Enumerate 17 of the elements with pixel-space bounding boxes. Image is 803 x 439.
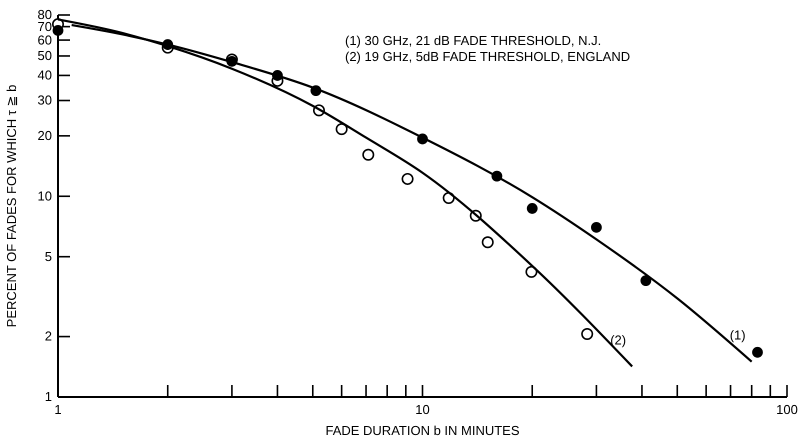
annotation: (1) 30 GHz, 21 dB FADE THRESHOLD, N.J. (345, 33, 602, 48)
y-tick-label: 1 (44, 389, 52, 404)
y-tick-label: 40 (38, 68, 52, 83)
x-tick-label: 10 (415, 402, 430, 418)
y-tick-label: 10 (38, 188, 52, 204)
x-tick-label: 100 (776, 402, 798, 418)
y-tick-label: 50 (38, 48, 52, 64)
y-tick-label: 20 (38, 128, 52, 144)
annotation: (2) 19 GHz, 5dB FADE THRESHOLD, ENGLAND (345, 49, 630, 64)
y-tick-label: 30 (38, 92, 52, 108)
y-tick-label: 2 (44, 328, 52, 344)
y-tick-label: 5 (44, 248, 52, 264)
x-tick-label: 1 (54, 402, 62, 418)
annotation: (1) (730, 328, 746, 343)
x-axis-title: FADE DURATION b IN MINUTES (325, 423, 520, 438)
y-tick-label: 60 (38, 32, 52, 48)
y-axis-title: PERCENT OF FADES FOR WHICH τ ≧ b (4, 84, 19, 328)
